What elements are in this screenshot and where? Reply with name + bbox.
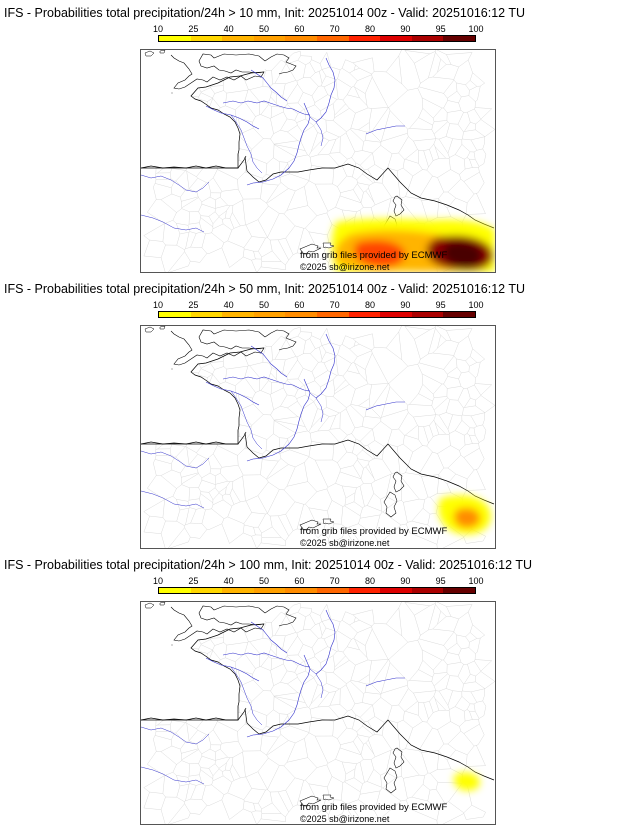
svg-text:from grib files provided by EC: from grib files provided by ECMWF [300,802,447,813]
svg-text:©2025 sb@irizone.net: ©2025 sb@irizone.net [300,538,390,548]
svg-text:©2025 sb@irizone.net: ©2025 sb@irizone.net [300,262,390,272]
svg-text:©2025 sb@irizone.net: ©2025 sb@irizone.net [300,814,390,824]
svg-text:from grib files provided by EC: from grib files provided by ECMWF [300,526,447,537]
svg-text:from grib files provided by EC: from grib files provided by ECMWF [300,250,447,261]
